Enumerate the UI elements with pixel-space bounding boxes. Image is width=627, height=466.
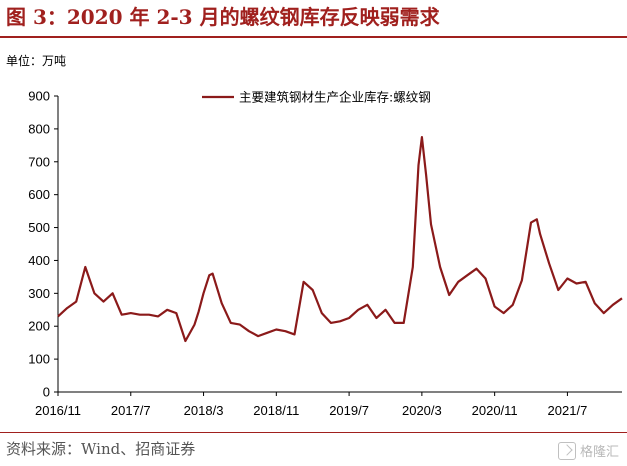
- line-chart: 0 100 200 300 400 500 600 700 800 900 2016/11 2017…: [28, 89, 623, 418]
- legend-label: 主要建筑钢材生产企业库存:螺纹钢: [239, 90, 431, 105]
- series-line: [57, 136, 623, 343]
- y-tick-label: 700: [28, 154, 50, 169]
- y-tick-label: 200: [28, 319, 50, 334]
- x-tick-label: 2018/3: [184, 403, 224, 418]
- watermark-logo-icon: [557, 441, 576, 460]
- source-note: 资料来源：Wind、招商证券: [6, 440, 196, 458]
- footer-divider: [0, 432, 627, 433]
- y-tick-label: 100: [28, 352, 50, 367]
- series-layer: [57, 136, 623, 343]
- figure-title: 图 3：2020 年 2-3 月的螺纹钢库存反映弱需求: [6, 5, 440, 29]
- x-tick-label: 2019/7: [329, 403, 369, 418]
- x-tick-label: 2020/11: [472, 403, 518, 418]
- x-tick-label: 2016/11: [35, 403, 81, 418]
- y-axis-ticks: 0 100 200 300 400 500 600 700 800 900: [28, 89, 58, 400]
- y-tick-label: 900: [28, 89, 50, 104]
- y-tick-label: 300: [28, 286, 50, 301]
- x-tick-label: 2021/7: [548, 403, 588, 418]
- title-divider: [0, 36, 627, 38]
- legend: 主要建筑钢材生产企业库存:螺纹钢: [202, 90, 431, 105]
- x-tick-label: 2017/7: [111, 403, 151, 418]
- y-tick-label: 800: [28, 121, 50, 136]
- watermark-text: 格隆汇: [579, 445, 619, 460]
- y-tick-label: 400: [28, 253, 50, 268]
- x-axis-ticks: 2016/11 2017/7 2018/3 2018/11 2019/7 2020/3 20…: [35, 392, 587, 418]
- unit-label: 单位：万吨: [6, 54, 67, 68]
- y-tick-label: 500: [28, 220, 50, 235]
- y-tick-label: 600: [28, 187, 50, 202]
- x-tick-label: 2018/11: [253, 403, 299, 418]
- axes: [57, 96, 622, 393]
- watermark: 格隆汇: [557, 441, 619, 460]
- y-tick-label: 0: [43, 385, 50, 400]
- x-tick-label: 2020/3: [402, 403, 442, 418]
